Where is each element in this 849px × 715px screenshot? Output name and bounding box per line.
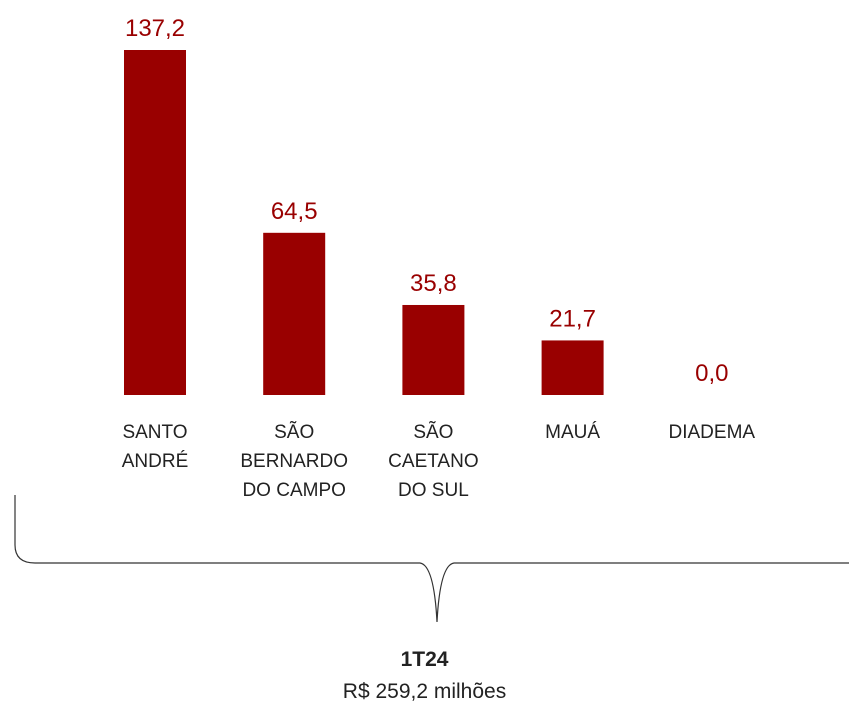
value-label: 21,7 — [549, 305, 596, 332]
bar — [402, 304, 465, 395]
brace — [14, 495, 849, 623]
category-label: SANTO ANDRÉ — [121, 422, 189, 472]
category-label: SÃO CAETANO DO SUL — [388, 422, 479, 501]
category-label: DIADEMA — [668, 422, 756, 443]
total-value: R$ 259,2 milhões — [342, 680, 507, 703]
bar — [124, 50, 186, 395]
value-label: 64,5 — [271, 198, 318, 225]
total-title: 1T24 — [400, 648, 449, 671]
value-label: 0,0 — [695, 360, 728, 387]
category-label: MAUÁ — [545, 422, 601, 443]
value-label: 35,8 — [410, 270, 457, 297]
category-label: SÃO BERNARDO DO CAMPO — [240, 422, 349, 501]
bar — [541, 340, 604, 395]
value-label: 137,2 — [125, 15, 185, 42]
bar — [263, 232, 326, 395]
